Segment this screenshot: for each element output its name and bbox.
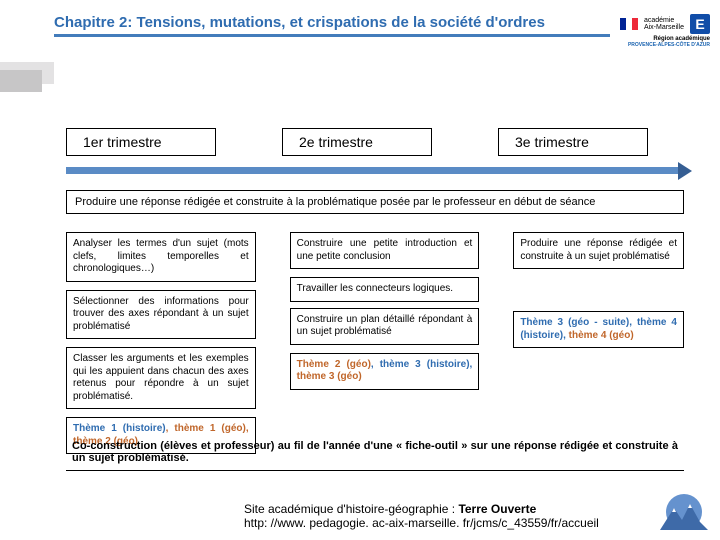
column-2: Construire une petite introduction et un… <box>290 232 480 462</box>
trimester-2: 2e trimestre <box>282 128 432 156</box>
col1-cell3: Classer les arguments et les exemples qu… <box>66 347 256 409</box>
globe-mountain-icon <box>656 490 712 534</box>
spacer <box>513 277 684 311</box>
academie-label: académie <box>644 17 684 24</box>
chapter-title: Chapitre 2: Tensions, mutations, et cris… <box>54 14 610 31</box>
col3-cell1: Produire une réponse rédigée et construi… <box>513 232 684 269</box>
aix-marseille-label: Aix-Marseille <box>644 24 684 31</box>
theme-geo-2: Thème 2 (géo) <box>297 359 371 370</box>
theme-geo-4: thème 4 (géo) <box>569 330 634 341</box>
theme-histoire-3: , thème 3 (histoire), <box>371 359 472 370</box>
chapter-header: Chapitre 2: Tensions, mutations, et cris… <box>54 14 610 37</box>
decorative-left-bars <box>0 62 54 92</box>
e-badge-icon: E <box>690 14 710 34</box>
flag-fr-icon <box>620 18 638 30</box>
theme-geo-3: thème 3 (géo) <box>297 371 362 382</box>
column-3: Produire une réponse rédigée et construi… <box>513 232 684 462</box>
col3-cell2: Thème 3 (géo - suite), thème 4 (histoire… <box>513 311 684 348</box>
academy-logo: académie Aix-Marseille E Région académiq… <box>614 14 710 48</box>
site-label: Site académique d'histoire-géographie : <box>244 502 458 516</box>
flag-red <box>632 18 638 30</box>
col1-cell2: Sélectionner des informations pour trouv… <box>66 290 256 340</box>
col2-cell2: Travailler les connecteurs logiques. <box>290 277 480 302</box>
trimester-1: 1er trimestre <box>66 128 216 156</box>
col1-cell1: Analyser les termes d'un sujet (mots cle… <box>66 232 256 282</box>
col2-cell3: Construire un plan détaillé répondant à … <box>290 308 480 345</box>
site-url: http: //www. pedagogie. ac-aix-marseille… <box>244 516 599 530</box>
title-underline <box>54 34 610 37</box>
trimester-3: 3e trimestre <box>498 128 648 156</box>
col2-cell4: Thème 2 (géo), thème 3 (histoire), thème… <box>290 353 480 390</box>
site-reference: Site académique d'histoire-géographie : … <box>244 502 599 530</box>
objective-box: Produire une réponse rédigée et construi… <box>66 190 684 214</box>
skills-grid: Analyser les termes d'un sujet (mots cle… <box>66 232 684 462</box>
trimester-row: 1er trimestre 2e trimestre 3e trimestre <box>66 128 684 156</box>
theme-histoire-1: Thème 1 (histoire) <box>73 423 166 434</box>
col2-cell1: Construire une petite introduction et un… <box>290 232 480 269</box>
column-1: Analyser les termes d'un sujet (mots cle… <box>66 232 256 462</box>
region-name: PROVENCE-ALPES-CÔTE D'AZUR <box>628 42 710 48</box>
timeline-arrow <box>66 167 684 174</box>
site-brand: Terre Ouverte <box>458 502 536 516</box>
footer-co-construction: Co-construction (élèves et professeur) a… <box>66 440 684 471</box>
